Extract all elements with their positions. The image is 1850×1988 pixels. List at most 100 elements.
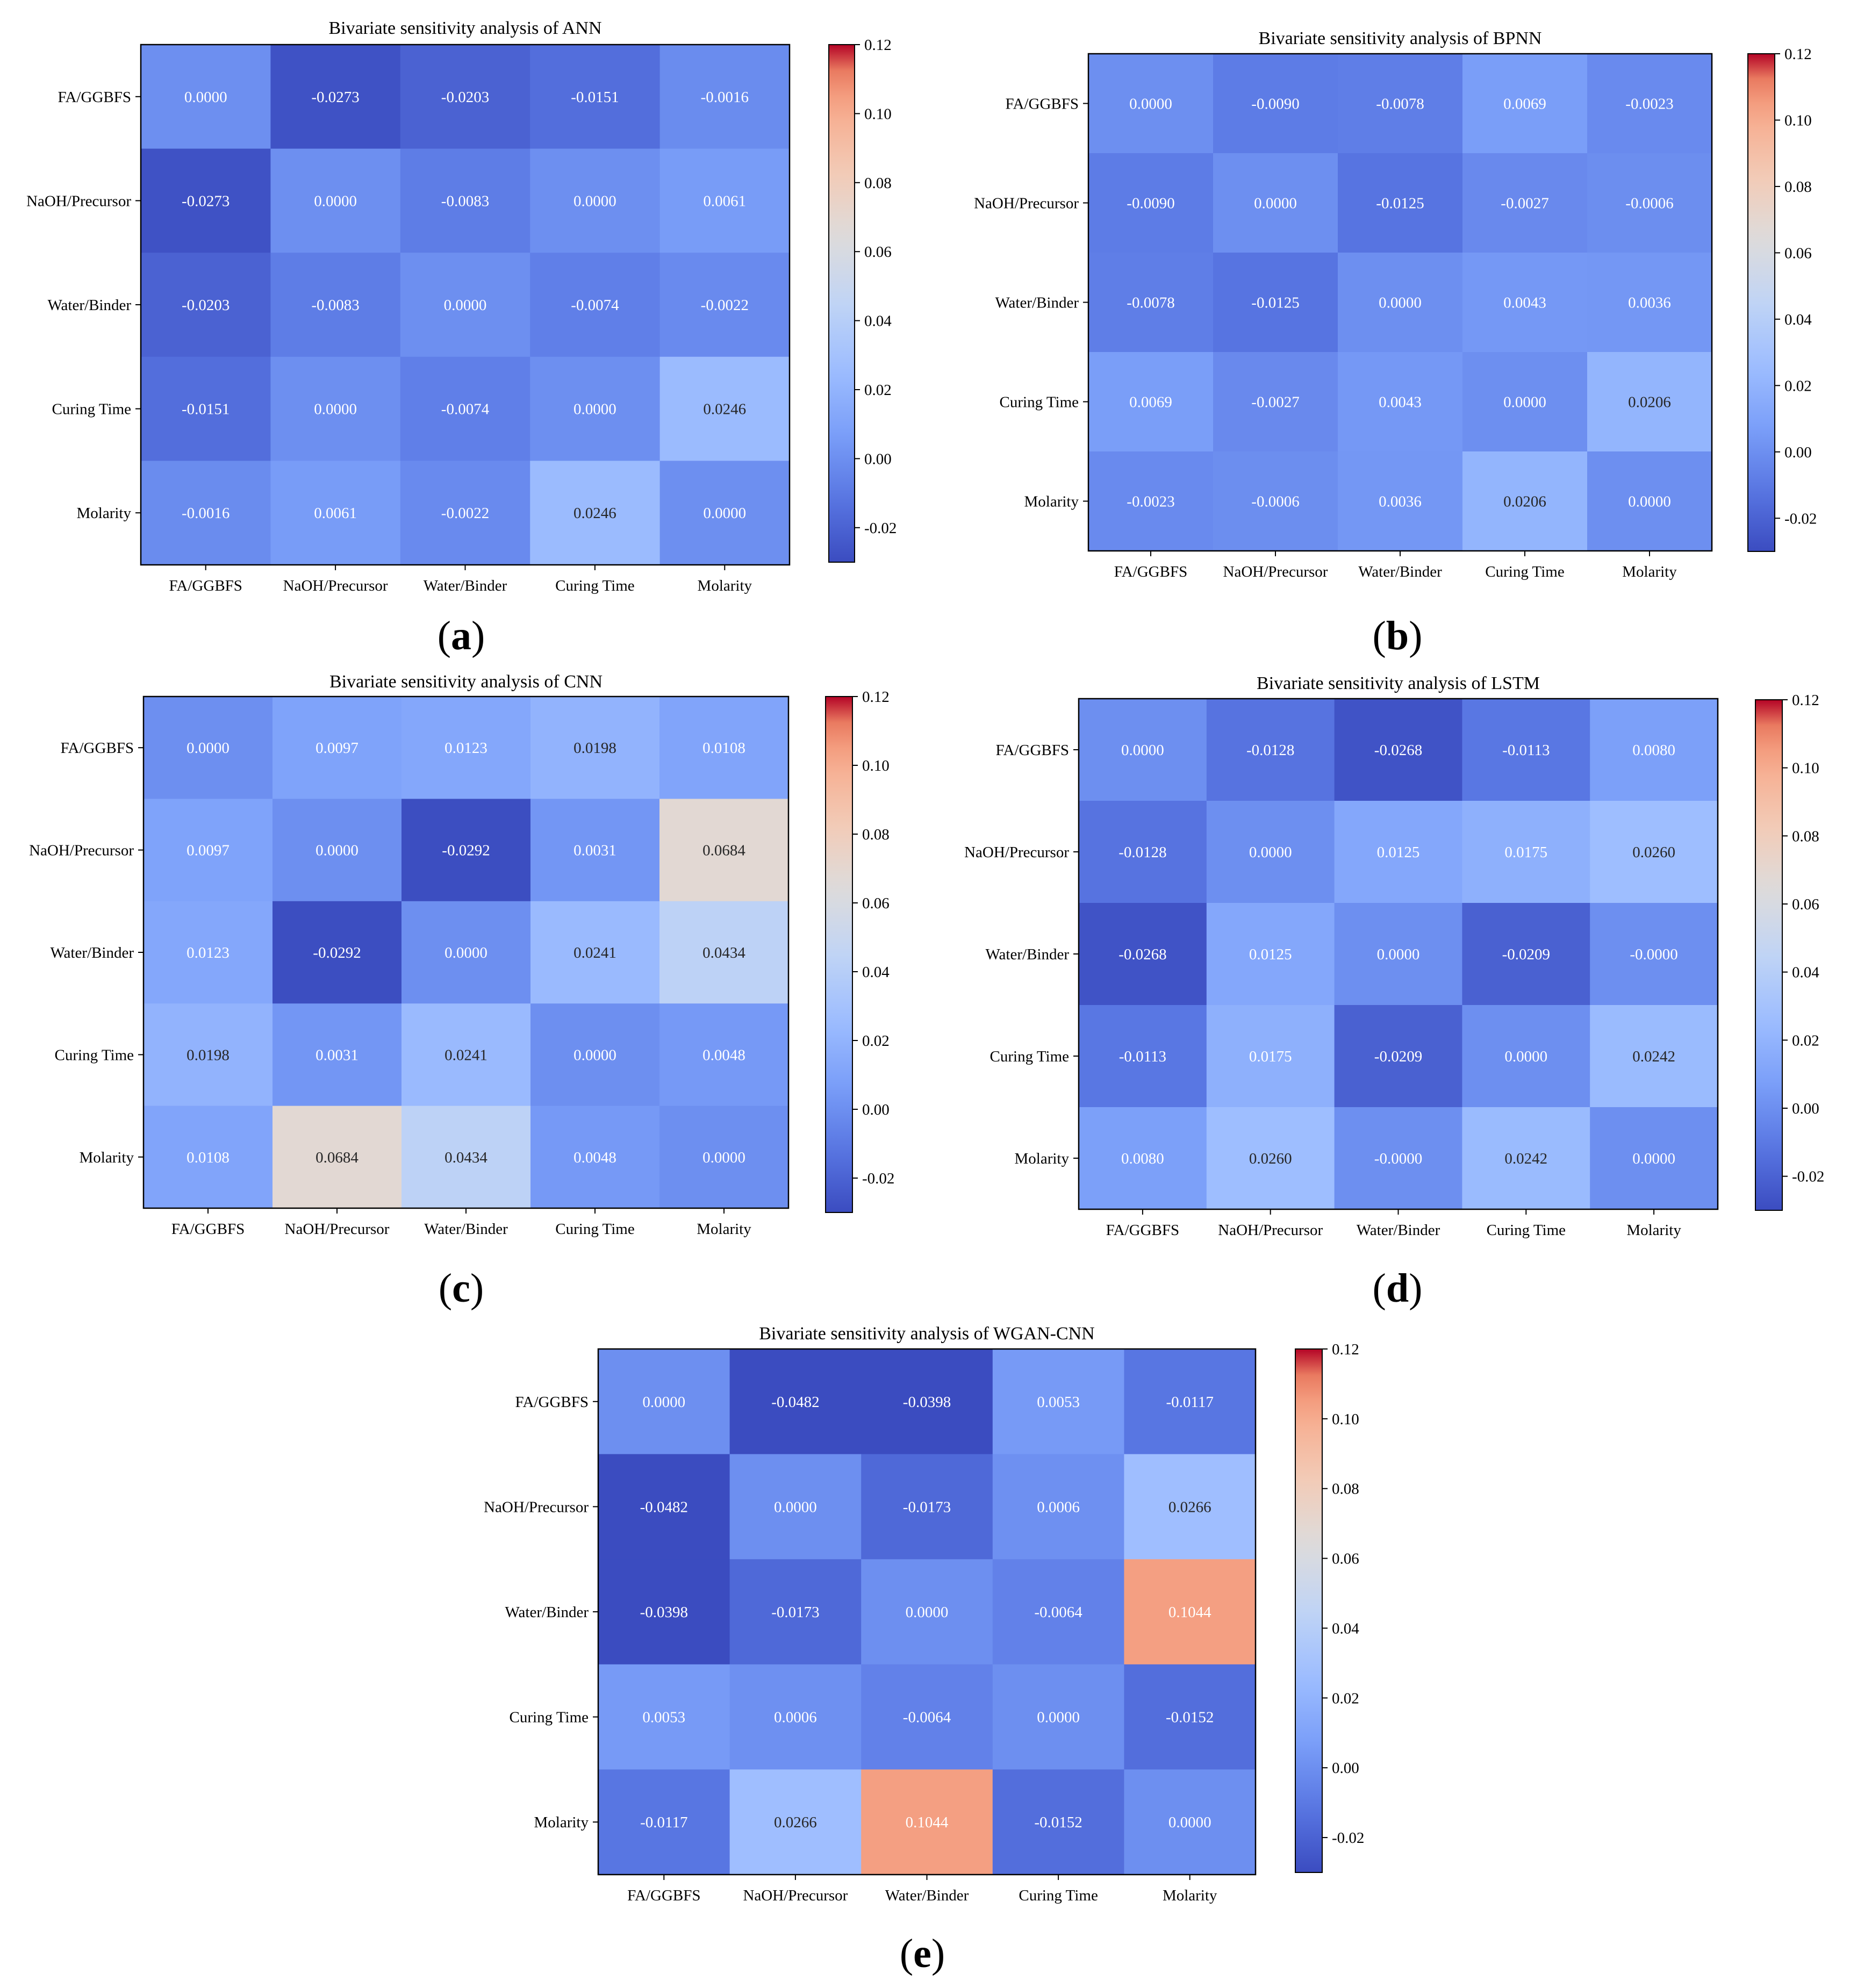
heatmap-cell-lstm-r4-c3 bbox=[1462, 1107, 1590, 1210]
cell-value-bpnn-r3-c0: 0.0069 bbox=[1129, 394, 1172, 411]
heatmap-cell-bpnn-r0-c1 bbox=[1213, 54, 1338, 154]
heatmap-cell-bpnn-r3-c4 bbox=[1587, 352, 1712, 452]
cell-value-lstm-r1-c2: 0.0125 bbox=[1377, 844, 1420, 861]
cell-value-ann-r4-c2: -0.0022 bbox=[441, 505, 489, 522]
y-tick-label-lstm-molarity: Molarity bbox=[1015, 1150, 1070, 1167]
heatmap-cell-cnn-r3-c3 bbox=[530, 1003, 660, 1107]
heatmap-cell-bpnn-r1-c0 bbox=[1088, 153, 1214, 253]
heatmap-cell-ann-r1-c2 bbox=[400, 148, 530, 253]
colorbar-tick-label-ann-4: 0.04 bbox=[864, 313, 892, 330]
heatmap-cell-lstm-r1-c2 bbox=[1334, 801, 1462, 903]
cell-value-lstm-r3-c4: 0.0242 bbox=[1632, 1048, 1675, 1065]
cell-value-ann-r3-c4: 0.0246 bbox=[703, 401, 746, 418]
y-tick-label-bpnn-water-binder: Water/Binder bbox=[995, 295, 1079, 312]
colorbar-bpnn bbox=[1747, 53, 1775, 552]
colorbar-tick-label-bpnn-4: 0.04 bbox=[1784, 311, 1812, 328]
cell-value-bpnn-r4-c0: -0.0023 bbox=[1127, 493, 1174, 511]
cell-value-lstm-r0-c2: -0.0268 bbox=[1374, 742, 1422, 759]
cell-value-ann-r2-c1: -0.0083 bbox=[311, 297, 359, 314]
x-tick-label-bpnn-molarity: Molarity bbox=[1622, 563, 1677, 580]
cell-value-ann-r2-c0: -0.0203 bbox=[182, 297, 230, 314]
heatmap-cell-ann-r2-c1 bbox=[270, 253, 401, 357]
heatmap-cell-wgan-cnn-r2-c0 bbox=[598, 1559, 730, 1665]
y-tick-label-ann-naoh-precursor: NaOH/Precursor bbox=[26, 192, 131, 210]
heatmap-cell-wgan-cnn-r0-c0 bbox=[598, 1349, 730, 1455]
heatmap-cell-lstm-r2-c1 bbox=[1206, 903, 1335, 1006]
cell-value-lstm-r4-c2: -0.0000 bbox=[1374, 1150, 1422, 1167]
heatmap-cell-bpnn-r0-c4 bbox=[1587, 54, 1712, 154]
heatmap-cell-bpnn-r1-c1 bbox=[1213, 153, 1338, 253]
colorbar-tick-label-lstm-3: 0.06 bbox=[1792, 896, 1819, 913]
cell-value-bpnn-r0-c2: -0.0078 bbox=[1376, 96, 1424, 113]
heatmap-cell-lstm-r0-c0 bbox=[1079, 699, 1207, 801]
cell-value-wgan-cnn-r2-c3: -0.0064 bbox=[1034, 1604, 1082, 1621]
heatmap-cell-lstm-r0-c2 bbox=[1334, 699, 1462, 801]
y-tick-label-lstm-water-binder: Water/Binder bbox=[986, 946, 1070, 963]
cell-value-bpnn-r3-c2: 0.0043 bbox=[1379, 394, 1422, 411]
cell-value-bpnn-r4-c2: 0.0036 bbox=[1379, 493, 1422, 511]
heatmap-cell-wgan-cnn-r3-c0 bbox=[598, 1664, 730, 1770]
cell-value-wgan-cnn-r0-c4: -0.0117 bbox=[1166, 1394, 1214, 1411]
heatmap-cell-bpnn-r0-c0 bbox=[1088, 54, 1214, 154]
cell-value-ann-r0-c1: -0.0273 bbox=[311, 89, 359, 106]
heatmap-cell-ann-r1-c0 bbox=[141, 148, 271, 253]
colorbar-ann bbox=[828, 44, 855, 563]
cell-value-bpnn-r0-c1: -0.0090 bbox=[1251, 96, 1299, 113]
colorbar-tick-label-cnn-5: 0.02 bbox=[862, 1032, 890, 1050]
x-tick-label-lstm-curing-time: Curing Time bbox=[1487, 1222, 1566, 1239]
cell-value-wgan-cnn-r1-c3: 0.0006 bbox=[1037, 1498, 1080, 1516]
cell-value-bpnn-r1-c1: 0.0000 bbox=[1254, 195, 1297, 212]
heatmap-cell-bpnn-r1-c3 bbox=[1462, 153, 1588, 253]
cell-value-lstm-r0-c0: 0.0000 bbox=[1121, 742, 1164, 759]
heatmap-cell-wgan-cnn-r1-c1 bbox=[729, 1454, 862, 1560]
heatmap-cell-lstm-r2-c3 bbox=[1462, 903, 1590, 1006]
colorbar-tick-label-bpnn-2: 0.08 bbox=[1784, 178, 1812, 196]
cell-value-cnn-r3-c4: 0.0048 bbox=[702, 1046, 745, 1064]
cell-value-wgan-cnn-r4-c3: -0.0152 bbox=[1034, 1814, 1082, 1831]
cell-value-lstm-r2-c0: -0.0268 bbox=[1118, 946, 1166, 963]
cell-value-cnn-r2-c0: 0.0123 bbox=[187, 944, 230, 961]
cell-value-lstm-r0-c4: 0.0080 bbox=[1632, 742, 1675, 759]
heatmap-cell-bpnn-r3-c2 bbox=[1338, 352, 1463, 452]
cell-value-bpnn-r2-c3: 0.0043 bbox=[1503, 295, 1546, 312]
heatmap-cell-bpnn-r3-c3 bbox=[1462, 352, 1588, 452]
heatmap-cell-cnn-r1-c4 bbox=[659, 799, 789, 902]
heatmap-cell-ann-r0-c3 bbox=[530, 45, 661, 149]
heatmap-cell-lstm-r3-c4 bbox=[1590, 1005, 1718, 1108]
colorbar-tick-label-wgan-cnn-1: 0.10 bbox=[1332, 1411, 1359, 1428]
chart-title-wgan-cnn: Bivariate sensitivity analysis of WGAN-C… bbox=[759, 1324, 1095, 1344]
heatmap-cell-lstm-r4-c2 bbox=[1334, 1107, 1462, 1210]
y-tick-label-bpnn-curing-time: Curing Time bbox=[1000, 394, 1079, 411]
cell-value-ann-r0-c2: -0.0203 bbox=[441, 89, 489, 106]
x-tick-label-wgan-cnn-curing-time: Curing Time bbox=[1019, 1887, 1098, 1904]
x-tick-label-wgan-cnn-fa-ggbfs: FA/GGBFS bbox=[627, 1887, 700, 1904]
cell-value-bpnn-r1-c0: -0.0090 bbox=[1127, 195, 1174, 212]
cell-value-lstm-r1-c1: 0.0000 bbox=[1249, 844, 1292, 861]
heatmap-cell-wgan-cnn-r2-c1 bbox=[729, 1559, 862, 1665]
panel-caption-c: (c) bbox=[439, 1266, 484, 1311]
heatmap-cell-lstm-r3-c3 bbox=[1462, 1005, 1590, 1108]
cell-value-wgan-cnn-r2-c4: 0.1044 bbox=[1168, 1604, 1211, 1621]
cell-value-bpnn-r1-c3: -0.0027 bbox=[1501, 195, 1548, 212]
cell-value-wgan-cnn-r2-c0: -0.0398 bbox=[640, 1604, 688, 1621]
cell-value-bpnn-r3-c1: -0.0027 bbox=[1251, 394, 1299, 411]
heatmap-cell-ann-r0-c1 bbox=[270, 45, 401, 149]
cell-value-wgan-cnn-r0-c2: -0.0398 bbox=[903, 1394, 951, 1411]
y-tick-label-lstm-naoh-precursor: NaOH/Precursor bbox=[964, 844, 1069, 861]
cell-value-bpnn-r4-c3: 0.0206 bbox=[1503, 493, 1546, 511]
heatmap-cell-ann-r1-c4 bbox=[659, 148, 790, 253]
cell-value-bpnn-r0-c4: -0.0023 bbox=[1625, 96, 1673, 113]
y-tick-label-wgan-cnn-fa-ggbfs: FA/GGBFS bbox=[515, 1394, 589, 1411]
cell-value-lstm-r4-c0: 0.0080 bbox=[1121, 1150, 1164, 1167]
colorbar-tick-label-cnn-4: 0.04 bbox=[862, 964, 890, 981]
heatmap-cell-cnn-r1-c3 bbox=[530, 799, 660, 902]
cell-value-lstm-r2-c1: 0.0125 bbox=[1249, 946, 1292, 963]
y-tick-label-ann-fa-ggbfs: FA/GGBFS bbox=[58, 89, 131, 106]
x-tick-label-bpnn-naoh-precursor: NaOH/Precursor bbox=[1223, 563, 1328, 580]
heatmap-cell-bpnn-r1-c2 bbox=[1338, 153, 1463, 253]
heatmap-cell-wgan-cnn-r1-c3 bbox=[992, 1454, 1124, 1560]
cell-value-wgan-cnn-r3-c4: -0.0152 bbox=[1166, 1709, 1214, 1726]
cell-value-ann-r4-c1: 0.0061 bbox=[314, 505, 357, 522]
x-tick-label-lstm-water-binder: Water/Binder bbox=[1357, 1222, 1440, 1239]
heatmap-cell-ann-r4-c4 bbox=[659, 461, 790, 565]
